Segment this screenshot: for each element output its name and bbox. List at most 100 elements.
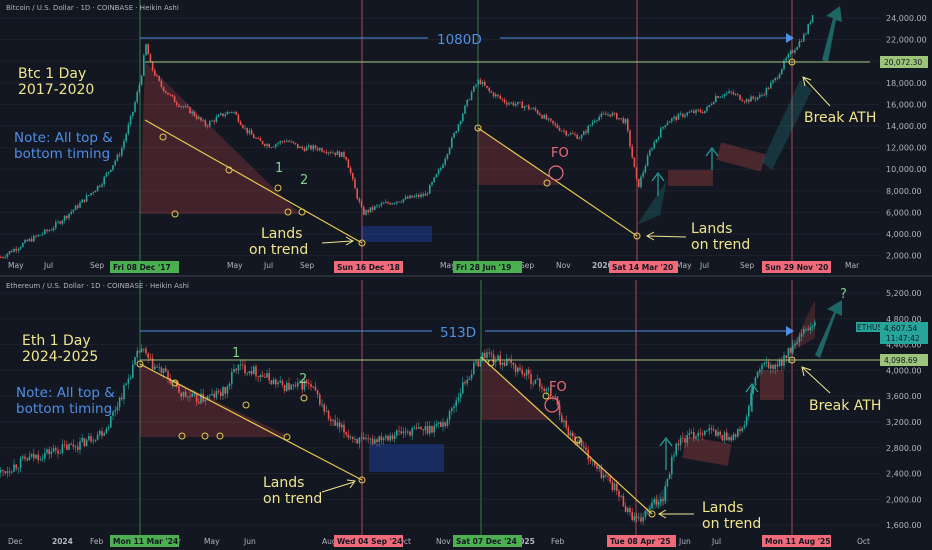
btc-candle (422, 194, 424, 196)
btc-candle (600, 113, 603, 117)
btc-time-tick: Jul (263, 261, 273, 270)
btc-date-tag: Sun 16 Dec '18 (334, 261, 403, 273)
btc-up-channel (637, 180, 667, 225)
btc-candle (580, 135, 583, 139)
btc-candle (169, 94, 171, 96)
btc-candle (24, 239, 26, 243)
btc-date-tag-text: Fri 28 Jun '19 (456, 263, 511, 272)
eth-candle (653, 499, 655, 503)
btc-candle (2, 257, 4, 259)
btc-candle (605, 113, 607, 115)
eth-candle (59, 453, 61, 454)
btc-candle (52, 228, 55, 231)
btc-candle (481, 81, 484, 85)
eth-candle (136, 350, 138, 358)
eth-candle (800, 333, 803, 337)
eth-candle (162, 368, 165, 373)
eth-candle (609, 476, 611, 483)
eth-candle (140, 348, 143, 353)
btc-candle (442, 164, 444, 169)
eth-pivot (242, 401, 250, 409)
eth-candle (220, 392, 222, 397)
btc-candle (165, 91, 167, 93)
eth-candle (281, 380, 284, 386)
btc-price-tick: 4,000.00 (886, 230, 922, 239)
btc-price-tick: 12,000.00 (886, 144, 927, 153)
eth-accumulation-box (369, 444, 444, 472)
btc-candle (371, 207, 374, 210)
btc-candle (189, 107, 191, 114)
eth-candle (79, 441, 81, 450)
btc-price-tick: 18,000.00 (886, 79, 927, 88)
btc-candle (173, 96, 176, 103)
btc-candle (737, 94, 739, 95)
eth-date-tag: Mon 11 Aug '25 (762, 535, 831, 547)
btc-candle (35, 235, 37, 237)
btc-candle (728, 91, 730, 94)
btc-candle (466, 99, 468, 106)
btc-candle (246, 127, 248, 134)
eth-candle (66, 444, 68, 450)
eth-candle (250, 371, 253, 375)
eth-candle (151, 358, 154, 370)
eth-candle (393, 435, 396, 440)
btc-candle (358, 198, 361, 202)
btc-price-tick: 16,000.00 (886, 100, 927, 109)
btc-candle (693, 111, 695, 113)
btc-candle (523, 106, 526, 109)
btc-fo-label: FO (551, 146, 569, 161)
eth-candle (363, 437, 365, 440)
eth-candle (382, 438, 385, 441)
eth-candle (679, 437, 682, 446)
eth-candle (627, 507, 629, 512)
btc-candle (539, 113, 541, 116)
btc-candle (627, 119, 629, 131)
eth-candle (805, 328, 807, 330)
eth-candle (481, 352, 484, 362)
btc-candle (28, 238, 31, 242)
eth-candle (2, 470, 4, 472)
btc-chart-label-1: Btc 1 Day (18, 66, 86, 82)
eth-candle (684, 438, 686, 443)
btc-candle (646, 155, 649, 167)
eth-candle (336, 422, 339, 426)
eth-candle (11, 471, 13, 473)
btc-candle (217, 114, 220, 117)
btc-candle (46, 229, 48, 232)
btc-candle (158, 75, 160, 81)
eth-candle (101, 430, 103, 436)
eth-candle (407, 431, 409, 433)
eth-candle (506, 358, 508, 366)
eth-candle (490, 353, 493, 355)
btc-candle (437, 169, 440, 175)
btc-time-tick: May (8, 261, 24, 270)
eth-candle (444, 422, 446, 427)
btc-candle (798, 41, 801, 47)
btc-candle (228, 112, 231, 113)
btc-candle (321, 148, 323, 152)
eth-candle (638, 517, 640, 519)
eth-candle (809, 327, 812, 331)
eth-candle (554, 396, 556, 398)
eth-candle (72, 444, 75, 447)
eth-candle (446, 419, 449, 427)
btc-candle (440, 168, 442, 170)
btc-candle (554, 123, 556, 125)
eth-candle (165, 368, 167, 372)
eth-candle (492, 354, 495, 363)
btc-candle (396, 201, 398, 204)
btc-candle (347, 159, 350, 168)
btc-up-channel-2 (762, 80, 812, 170)
eth-candle (745, 416, 748, 426)
eth-candle (178, 385, 180, 393)
btc-candle (198, 117, 200, 119)
eth-pivot (171, 379, 179, 387)
eth-candle (523, 374, 526, 376)
eth-note-2: bottom timing (16, 401, 112, 417)
btc-candle (156, 75, 158, 77)
btc-pivot (274, 184, 282, 192)
btc-candle (613, 112, 616, 114)
btc-candle (261, 140, 264, 145)
btc-candle (409, 195, 411, 199)
eth-candle (409, 431, 411, 436)
